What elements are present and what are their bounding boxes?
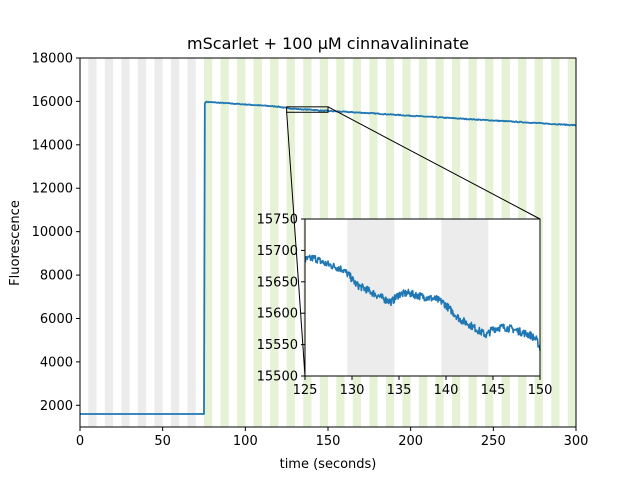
main-x-axis: 0 50 100 150 200 250 300 (76, 427, 589, 449)
background-band (270, 58, 279, 427)
inset-shaded-interval (347, 219, 395, 376)
inset-plot-frame (304, 218, 541, 377)
x-tick-label: 300 (564, 434, 589, 449)
zoom-connector-line (286, 112, 306, 377)
y-tick-label: 6000 (40, 312, 73, 327)
background-band (88, 58, 97, 427)
inset-y-tick-label: 15500 (257, 370, 298, 385)
inset-y-tick-label: 15700 (257, 244, 298, 259)
y-tick-label: 10000 (32, 225, 73, 240)
inset-line-layer (304, 254, 541, 351)
background-band (187, 58, 196, 427)
inset-y-tick-label: 15750 (257, 213, 298, 228)
background-band (286, 58, 295, 427)
x-tick-label: 100 (233, 434, 258, 449)
inset-x-axis: 125 130 135 140 145 150 (293, 376, 553, 398)
background-band (237, 58, 246, 427)
inset-y-axis: 15500 15550 15600 15650 15700 15750 (257, 213, 305, 385)
y-axis-label: Fluorescence (8, 200, 23, 286)
background-band (137, 58, 147, 427)
inset-y-tick-label: 15550 (257, 338, 298, 353)
zoom-box (286, 106, 329, 113)
background-band (253, 58, 262, 427)
y-tick-label: 12000 (32, 182, 73, 197)
inset-x-tick-label: 130 (340, 383, 365, 398)
y-tick-label: 16000 (32, 95, 73, 110)
inset-x-tick-label: 135 (387, 383, 412, 398)
background-band (204, 58, 213, 427)
background-band (220, 58, 229, 427)
y-tick-label: 8000 (40, 269, 73, 284)
main-y-axis: 2000 4000 6000 8000 10000 12000 14000 16000 1800… (32, 52, 80, 414)
inset-y-tick-label: 15650 (257, 275, 298, 290)
background-band (170, 58, 180, 427)
x-tick-label: 50 (154, 434, 171, 449)
inset-x-tick-label: 125 (293, 383, 318, 398)
inset-series-line (304, 254, 541, 351)
x-axis-label: time (seconds) (280, 457, 377, 472)
background-band (551, 58, 560, 427)
y-tick-label: 2000 (40, 399, 73, 414)
x-tick-label: 250 (481, 434, 506, 449)
background-band (567, 58, 576, 427)
zoom-connector-line (327, 106, 541, 220)
inset-x-tick-label: 140 (434, 383, 459, 398)
zoom-indicator (286, 106, 541, 377)
chart-title: mScarlet + 100 µM cinnavalininate (187, 34, 469, 53)
y-tick-label: 4000 (40, 355, 73, 370)
inset-y-tick-label: 15600 (257, 307, 298, 322)
background-band (104, 58, 114, 427)
background-band (121, 58, 130, 427)
y-tick-label: 18000 (32, 52, 73, 67)
x-tick-label: 150 (316, 434, 341, 449)
inset-x-tick-label: 150 (528, 383, 553, 398)
x-tick-label: 0 (76, 434, 84, 449)
x-tick-label: 200 (398, 434, 423, 449)
background-band (154, 58, 163, 427)
inset-x-tick-label: 145 (481, 383, 506, 398)
inset-shaded-interval (441, 219, 489, 376)
y-tick-label: 14000 (32, 138, 73, 153)
